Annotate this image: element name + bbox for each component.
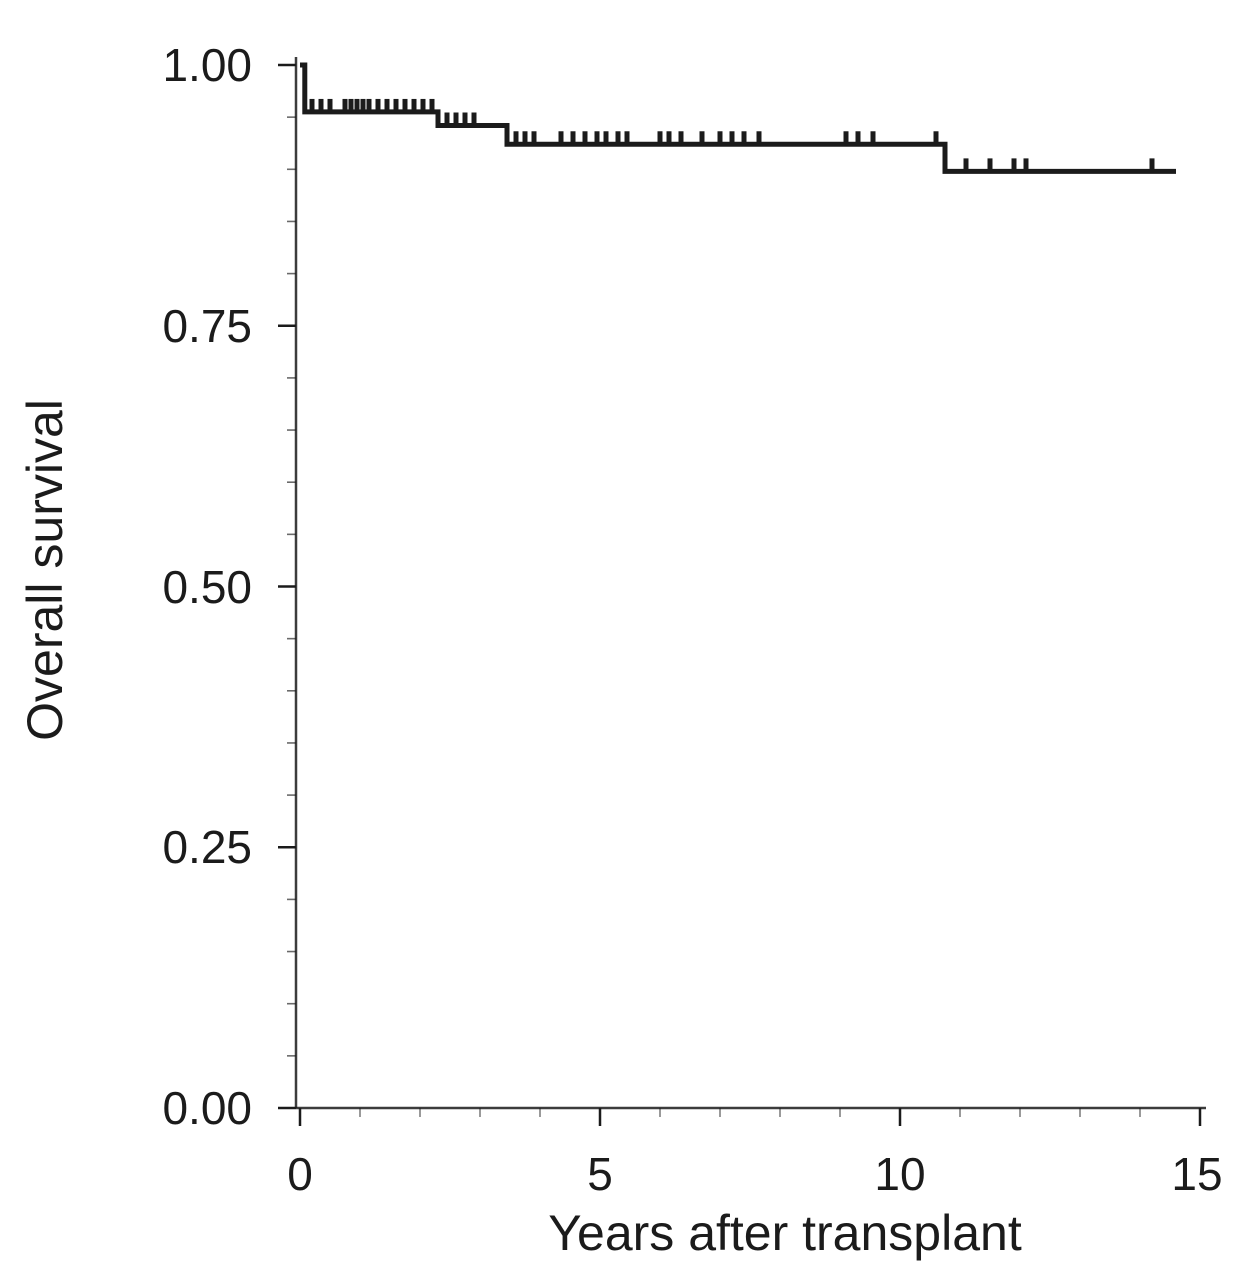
axes (278, 57, 1206, 1126)
y-tick-label-0.75: 0.75 (162, 300, 252, 352)
censor-marks (309, 98, 1155, 173)
y-tick-label-0.25: 0.25 (162, 821, 252, 873)
survival-curve (300, 62, 1176, 174)
survival-curve-group (300, 62, 1176, 174)
x-tick-label-0: 0 (287, 1148, 313, 1200)
y-tick-label-0.00: 0.00 (162, 1082, 252, 1134)
x-tick-label-15: 15 (1171, 1148, 1222, 1200)
y-axis-title: Overall survival (17, 399, 73, 741)
x-tick-label-5: 5 (587, 1148, 613, 1200)
y-tick-label-0.50: 0.50 (162, 561, 252, 613)
x-axis-title: Years after transplant (548, 1205, 1022, 1261)
y-tick-label-1.00: 1.00 (162, 39, 252, 91)
x-tick-label-10: 10 (874, 1148, 925, 1200)
